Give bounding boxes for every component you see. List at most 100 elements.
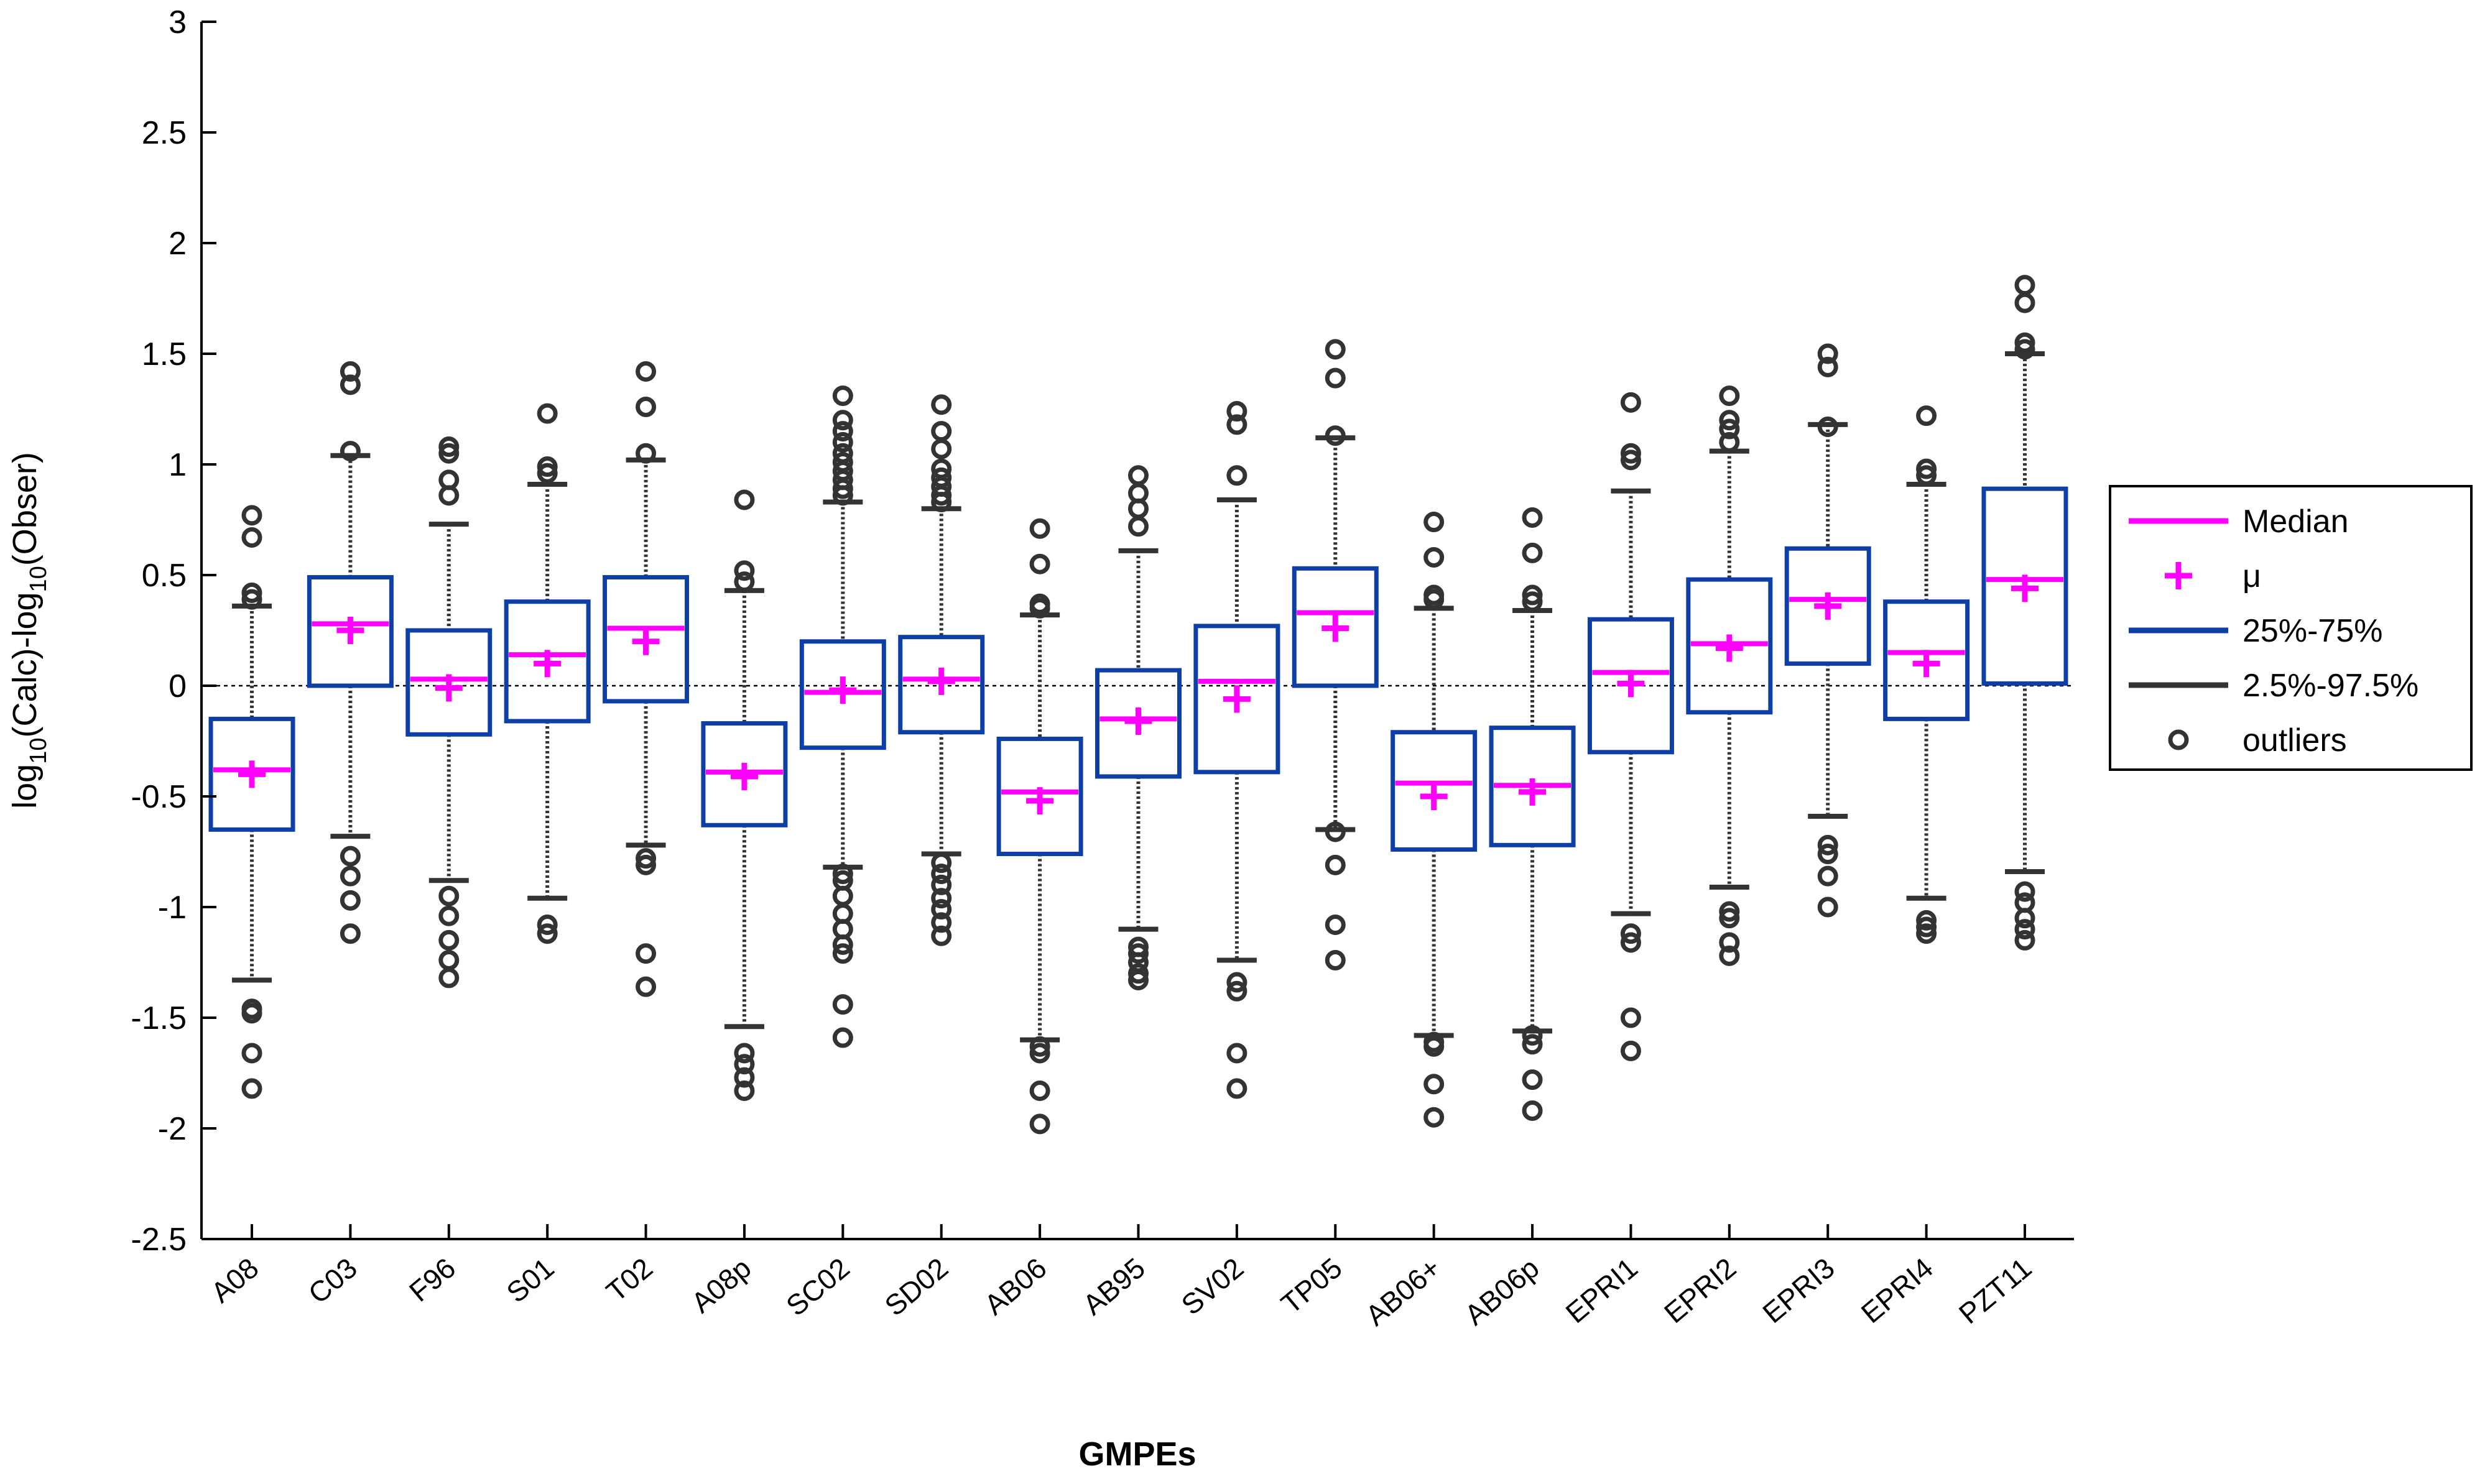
outlier-point <box>1226 980 1247 1002</box>
outlier-point <box>1620 392 1641 413</box>
outlier-point <box>1128 969 1149 990</box>
iqr-box <box>898 635 985 735</box>
iqr-box <box>1391 730 1478 852</box>
x-tick-label: AB95 <box>1076 1251 1151 1321</box>
outlier-point <box>241 589 262 610</box>
y-ticks: 3 2.5 2 1.5 1 0.5 0 -0.5 -1 -1.5 -2 -2.5 <box>131 4 216 1258</box>
y-tick-label: 3 <box>169 4 187 40</box>
y-tick-label: -1.5 <box>131 1000 187 1036</box>
outlier-point <box>1522 1069 1543 1090</box>
outlier-point <box>1029 553 1050 574</box>
y-label-part-log: log <box>6 764 44 809</box>
outlier-point <box>1620 449 1641 471</box>
box-group <box>1981 275 2068 951</box>
outlier-point <box>636 848 657 869</box>
outlier-point <box>1719 418 1740 440</box>
outlier-point <box>1916 465 1937 486</box>
outlier-point <box>1620 1040 1641 1061</box>
outlier-point <box>931 874 952 895</box>
outlier-point <box>2014 881 2035 902</box>
iqr-box <box>1686 577 1773 715</box>
outlier-point <box>1325 949 1346 970</box>
iqr-box <box>1784 546 1871 666</box>
outlier-point <box>340 441 361 462</box>
outlier-point <box>1817 844 1838 865</box>
y-tick-label: 1 <box>169 447 187 483</box>
outlier-point <box>832 864 853 885</box>
y-label-subscript: 10 <box>25 738 52 764</box>
outlier-point <box>1325 425 1346 446</box>
outlier-point <box>832 934 853 956</box>
outlier-point <box>1817 834 1838 855</box>
iqr-box <box>504 599 591 724</box>
outlier-point <box>2014 919 2035 940</box>
outlier-point <box>931 421 952 442</box>
outlier-point <box>931 912 952 933</box>
outlier-point <box>832 478 853 499</box>
box-group <box>1784 343 1871 918</box>
x-tick-label: EPRI3 <box>1756 1251 1840 1329</box>
outlier-point <box>438 436 460 458</box>
x-tick-label: SV02 <box>1175 1251 1250 1321</box>
iqr-box <box>405 628 493 737</box>
outlier-point <box>636 943 657 964</box>
iqr-box <box>603 575 690 704</box>
y-tick-label: 0 <box>169 668 187 704</box>
legend: Median μ 25%-75% 2.5%-97.5% outliers <box>2109 485 2473 771</box>
outlier-point <box>1128 963 1149 984</box>
box-group <box>307 361 394 944</box>
outlier-point <box>1128 943 1149 964</box>
outlier-point <box>537 923 558 944</box>
box-group <box>898 394 985 946</box>
x-tick-label: AB06 <box>978 1251 1053 1321</box>
legend-entry: Median <box>2129 504 2349 540</box>
outlier-point <box>1817 343 1838 364</box>
outlier-point <box>1226 414 1247 435</box>
outlier-point <box>537 463 558 484</box>
legend-label: μ <box>2242 558 2261 594</box>
outlier-point <box>1620 443 1641 464</box>
outlier-point <box>1620 932 1641 953</box>
outlier-point <box>1029 518 1050 539</box>
y-tick-label: -2.5 <box>131 1222 187 1258</box>
outlier-point <box>636 976 657 997</box>
outlier-point <box>1719 932 1740 953</box>
y-tick-label: 2.5 <box>142 115 187 151</box>
x-tick-label: A08p <box>685 1251 757 1319</box>
outlier-point <box>1226 972 1247 993</box>
outlier-point <box>1325 367 1346 389</box>
outlier-point <box>241 1003 262 1024</box>
box-group <box>1686 385 1773 966</box>
outlier-point <box>1719 945 1740 966</box>
outlier-point <box>1226 401 1247 422</box>
y-label-part-obser: (Obser) <box>6 452 44 566</box>
outlier-point <box>636 396 657 417</box>
outlier-point <box>537 456 558 477</box>
legend-entry: outliers <box>2168 722 2347 758</box>
outlier-point <box>1817 896 1838 918</box>
iqr-box <box>1587 617 1674 755</box>
iqr-box <box>1489 726 1576 847</box>
outlier-point <box>1522 1025 1543 1046</box>
outlier-point <box>734 1054 755 1075</box>
outlier-point <box>931 485 952 506</box>
outlier-point <box>1029 1113 1050 1135</box>
box-group <box>1095 465 1182 990</box>
outlier-point <box>832 421 853 442</box>
outlier-point <box>241 1078 262 1099</box>
box-group <box>1193 401 1280 1099</box>
outlier-point <box>438 949 460 970</box>
outlier-point <box>832 1027 853 1048</box>
outlier-point <box>1423 1074 1445 1095</box>
outlier-point <box>832 385 853 407</box>
x-tick-label: EPRI2 <box>1658 1251 1742 1329</box>
outlier-point <box>1226 465 1247 486</box>
box-group <box>701 489 788 1101</box>
outlier-point <box>1029 1080 1050 1101</box>
outlier-point <box>2014 929 2035 951</box>
outlier-point <box>241 582 262 603</box>
outlier-point <box>1522 1034 1543 1055</box>
box-group <box>1292 339 1379 970</box>
outlier-point <box>1423 547 1445 568</box>
